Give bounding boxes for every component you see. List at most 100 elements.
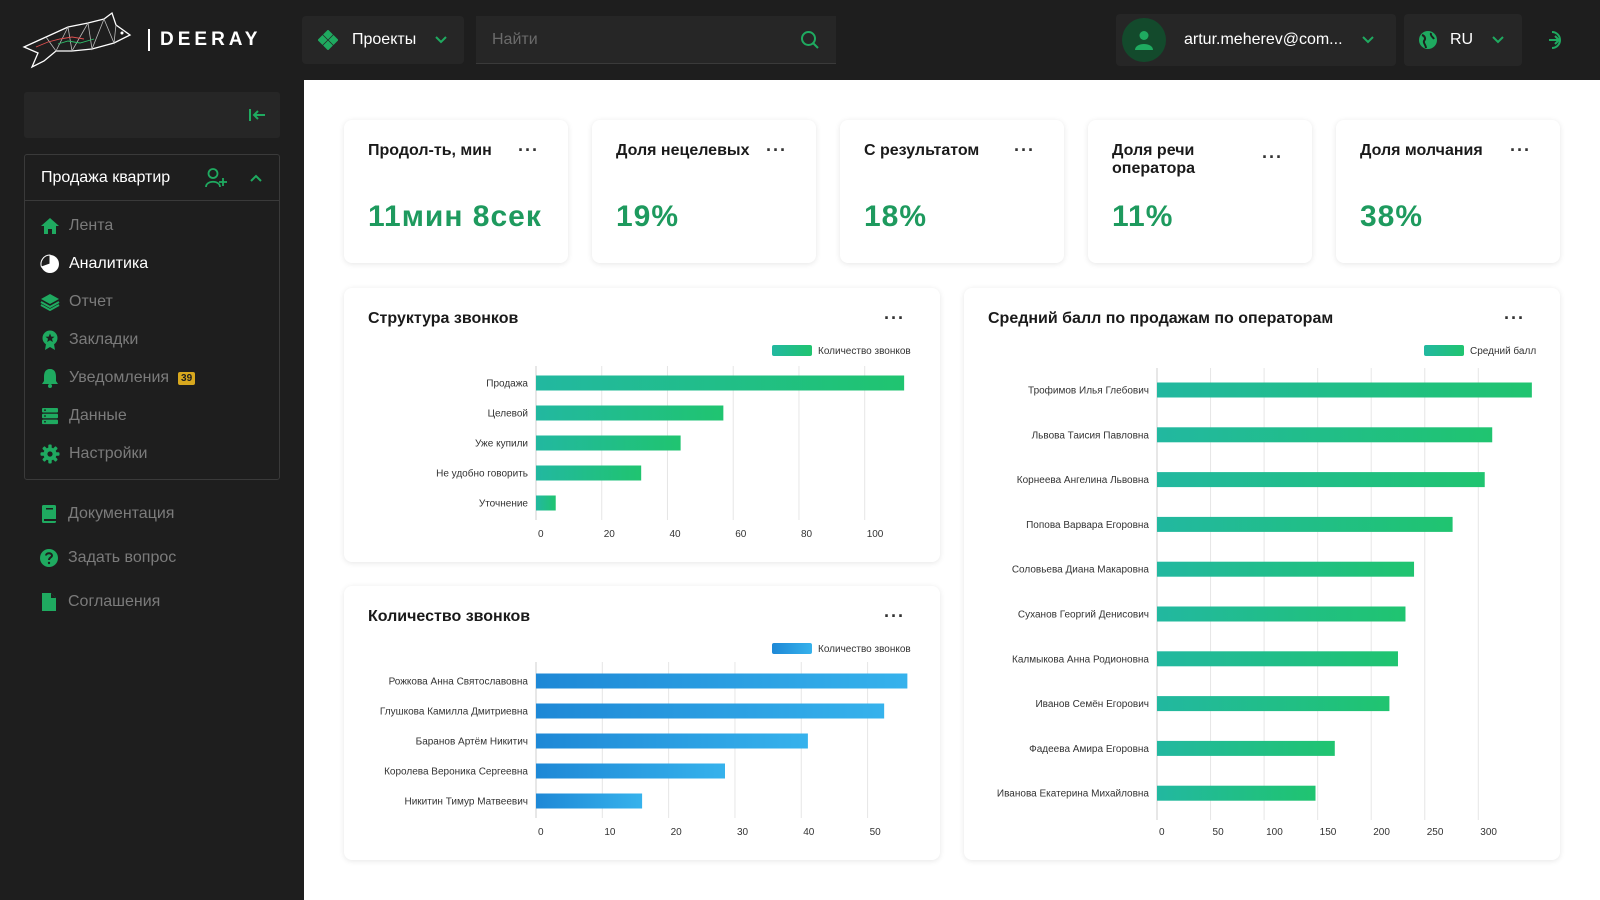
- nav-item-agreements[interactable]: Соглашения: [24, 580, 280, 624]
- chart-bar[interactable]: [536, 435, 681, 451]
- nav-item-bookmarks[interactable]: Закладки: [25, 321, 279, 359]
- chart-bar[interactable]: [536, 405, 724, 421]
- nav-item-label: Задать вопрос: [68, 549, 177, 566]
- project-panel: Продажа квартир Лента Аналитика Отчет За…: [24, 154, 280, 480]
- kpi-value: 19%: [616, 200, 680, 233]
- category-label: Продажа: [486, 379, 528, 390]
- legend-swatch: [772, 643, 812, 654]
- language-selector[interactable]: RU: [1404, 14, 1522, 66]
- nav-item-data[interactable]: Данные: [25, 397, 279, 435]
- category-label: Трофимов Илья Глебович: [1028, 385, 1149, 397]
- nav-item-label: Соглашения: [68, 593, 161, 610]
- x-tick-label: 0: [1159, 827, 1165, 838]
- category-label: Баранов Артём Никитич: [416, 737, 528, 748]
- category-label: Уже купили: [475, 439, 528, 450]
- legend-label: Средний балл: [1470, 345, 1536, 357]
- chart-bar[interactable]: [1157, 516, 1453, 532]
- x-tick-label: 50: [1213, 827, 1225, 838]
- chart-card-avg-score: Средний балл по продажам по операторам ·…: [964, 288, 1560, 860]
- nav-item-label: Лента: [69, 217, 114, 234]
- search-icon[interactable]: [800, 30, 820, 50]
- more-options-icon[interactable]: ···: [766, 140, 787, 160]
- chevron-up-icon[interactable]: [249, 173, 263, 183]
- brand-logo[interactable]: DEERAY: [22, 10, 272, 70]
- x-tick-label: 50: [870, 827, 882, 838]
- x-tick-label: 100: [867, 529, 884, 540]
- x-tick-label: 200: [1373, 827, 1390, 838]
- chevron-down-icon: [1361, 36, 1374, 44]
- more-options-icon[interactable]: ···: [1014, 140, 1035, 160]
- more-options-icon[interactable]: ···: [1510, 140, 1531, 160]
- search-box[interactable]: [476, 16, 836, 64]
- chart-bar[interactable]: [536, 465, 642, 481]
- project-header[interactable]: Продажа квартир: [25, 155, 279, 201]
- category-label: Глушкова Камилла Дмитриевна: [380, 707, 529, 718]
- chart-bar[interactable]: [1157, 382, 1532, 398]
- search-input[interactable]: [492, 30, 800, 49]
- chart-bar[interactable]: [536, 703, 885, 719]
- kpi-card-duration: Продол-ть, мин ··· 11мин 8сек: [344, 120, 568, 263]
- x-tick-label: 150: [1320, 827, 1337, 838]
- chart-bar[interactable]: [1157, 561, 1415, 577]
- chart-bar[interactable]: [536, 763, 725, 779]
- chart-title: Средний балл по продажам по операторам: [988, 310, 1334, 327]
- chart-bar[interactable]: [1157, 427, 1493, 443]
- legend-swatch: [772, 345, 812, 356]
- call-count-chart: Количество звонков 0 10 20 30 40 50 Рожкова Анн…: [380, 643, 911, 838]
- chart-bar[interactable]: [536, 375, 905, 391]
- more-options-icon[interactable]: ···: [1504, 308, 1525, 328]
- category-label: Не удобно говорить: [436, 468, 528, 480]
- chart-title: Структура звонков: [368, 310, 519, 327]
- chart-bar[interactable]: [536, 793, 643, 809]
- book-icon: [38, 503, 60, 525]
- nav-item-notifications[interactable]: Уведомления 39: [25, 359, 279, 397]
- projects-dropdown[interactable]: Проекты: [302, 16, 464, 64]
- chart-bar[interactable]: [1157, 785, 1316, 801]
- nav-item-analytics[interactable]: Аналитика: [25, 245, 279, 283]
- chart-bar[interactable]: [536, 673, 908, 689]
- chart-bar[interactable]: [1157, 696, 1390, 712]
- nav-item-ask-question[interactable]: Задать вопрос: [24, 536, 280, 580]
- nav-item-feed[interactable]: Лента: [25, 207, 279, 245]
- category-label: Калмыкова Анна Родионовна: [1012, 654, 1149, 665]
- pie-chart-icon: [39, 253, 61, 275]
- chart-bar[interactable]: [1157, 740, 1335, 756]
- chart-card-call-count: Количество звонков ··· Количество звонко…: [344, 586, 940, 860]
- logo-separator: [148, 29, 150, 51]
- more-options-icon[interactable]: ···: [884, 308, 905, 328]
- more-options-icon[interactable]: ···: [518, 140, 539, 160]
- nav-item-label: Аналитика: [69, 255, 149, 272]
- collapse-sidebar-button[interactable]: [24, 92, 280, 138]
- user-menu[interactable]: artur.meherev@com...: [1116, 14, 1396, 66]
- bell-icon: [39, 367, 61, 389]
- nav-item-documentation[interactable]: Документация: [24, 492, 280, 536]
- chevron-down-icon: [1492, 36, 1504, 44]
- more-options-icon[interactable]: ···: [884, 606, 905, 626]
- x-tick-label: 20: [604, 529, 616, 540]
- x-tick-label: 30: [737, 827, 749, 838]
- database-icon: [39, 405, 61, 427]
- chart-bar[interactable]: [536, 495, 556, 511]
- chart-bar[interactable]: [536, 733, 808, 749]
- sidebar: Продажа квартир Лента Аналитика Отчет За…: [0, 80, 304, 900]
- chart-bar[interactable]: [1157, 606, 1406, 622]
- nav-item-label: Закладки: [69, 331, 139, 348]
- kpi-value: 38%: [1360, 200, 1424, 233]
- logout-button[interactable]: [1530, 14, 1578, 66]
- nav-item-report[interactable]: Отчет: [25, 283, 279, 321]
- user-email: artur.meherev@com...: [1184, 31, 1343, 48]
- shark-logo-icon: [22, 11, 132, 69]
- more-options-icon[interactable]: ···: [1262, 147, 1283, 167]
- category-label: Соловьева Диана Макаровна: [1012, 565, 1150, 576]
- chart-card-call-structure: Структура звонков ··· Количество звонков…: [344, 288, 940, 562]
- kpi-title: Доля нецелевых: [616, 142, 750, 159]
- kpi-title: Доля молчания: [1360, 142, 1483, 159]
- nav-item-settings[interactable]: Настройки: [25, 435, 279, 473]
- category-label: Попова Варвара Егоровна: [1026, 520, 1149, 531]
- projects-diamond-icon: [318, 30, 338, 50]
- chart-bar[interactable]: [1157, 472, 1485, 488]
- x-tick-label: 0: [538, 827, 544, 838]
- chart-bar[interactable]: [1157, 651, 1398, 667]
- logout-icon: [1549, 31, 1561, 49]
- add-user-icon[interactable]: [205, 167, 227, 188]
